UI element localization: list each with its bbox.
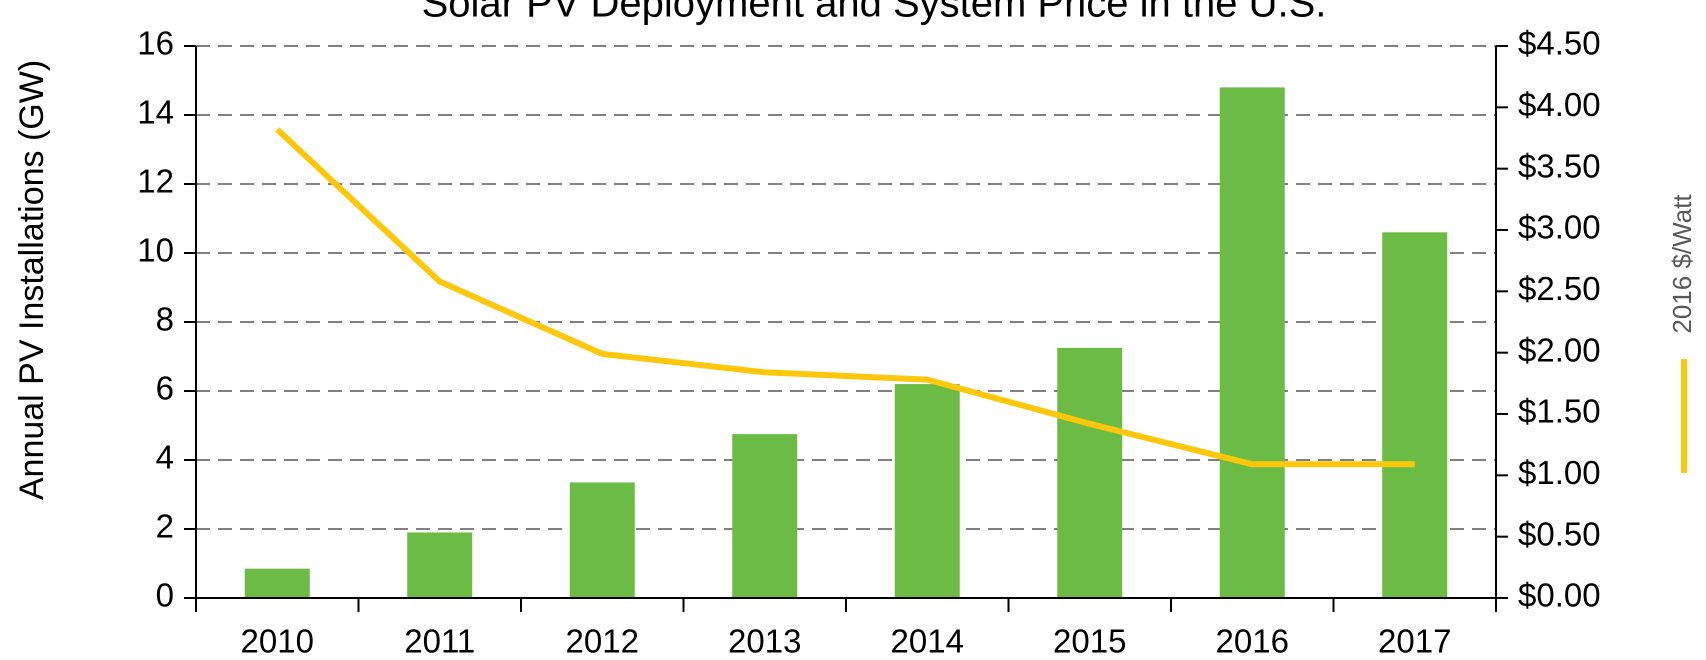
y-tick-label: 10 bbox=[137, 232, 174, 269]
bar bbox=[732, 434, 798, 598]
y-axis-label: Annual PV Installations (GW) bbox=[13, 60, 51, 500]
x-tick-label: 2017 bbox=[1378, 623, 1451, 660]
y2-tick-label: $4.50 bbox=[1518, 25, 1601, 62]
bar bbox=[1219, 87, 1285, 599]
y-tick-label: 12 bbox=[137, 163, 174, 200]
x-tick-label: 2014 bbox=[891, 623, 964, 660]
y-tick-label: 4 bbox=[156, 439, 174, 476]
y2-tick-label: $0.50 bbox=[1518, 515, 1601, 552]
y-tick-label: 2 bbox=[156, 508, 174, 545]
y2-tick-label: $1.50 bbox=[1518, 393, 1601, 430]
bar bbox=[1382, 232, 1448, 599]
y2-tick-label: $3.00 bbox=[1518, 209, 1601, 246]
bar bbox=[244, 568, 310, 598]
x-tick-label: 2016 bbox=[1216, 623, 1289, 660]
y2-tick-label: $2.50 bbox=[1518, 270, 1601, 307]
bar bbox=[1057, 347, 1123, 598]
bar bbox=[407, 532, 473, 598]
y-tick-label: 14 bbox=[137, 94, 174, 131]
x-tick-label: 2015 bbox=[1053, 623, 1126, 660]
x-tick-label: 2013 bbox=[728, 623, 801, 660]
legend-label: 2016 $/Watt bbox=[1667, 194, 1697, 334]
y-tick-label: 16 bbox=[137, 25, 174, 62]
line-series bbox=[275, 127, 1415, 468]
bar bbox=[894, 384, 960, 598]
bar bbox=[569, 482, 635, 598]
y2-tick-label: $1.00 bbox=[1518, 454, 1601, 491]
y-tick-label: 0 bbox=[156, 577, 174, 614]
y-tick-label: 8 bbox=[156, 301, 174, 338]
y-tick-label: 6 bbox=[156, 370, 174, 407]
chart-title: Solar PV Deployment and System Price in … bbox=[422, 0, 1327, 26]
y2-tick-label: $0.00 bbox=[1518, 577, 1601, 614]
y2-tick-label: $4.00 bbox=[1518, 86, 1601, 123]
y2-tick-label: $2.00 bbox=[1518, 331, 1601, 368]
x-tick-label: 2010 bbox=[241, 623, 314, 660]
x-tick-label: 2012 bbox=[566, 623, 639, 660]
x-tick-label: 2011 bbox=[404, 623, 475, 660]
y2-tick-label: $3.50 bbox=[1518, 147, 1601, 184]
